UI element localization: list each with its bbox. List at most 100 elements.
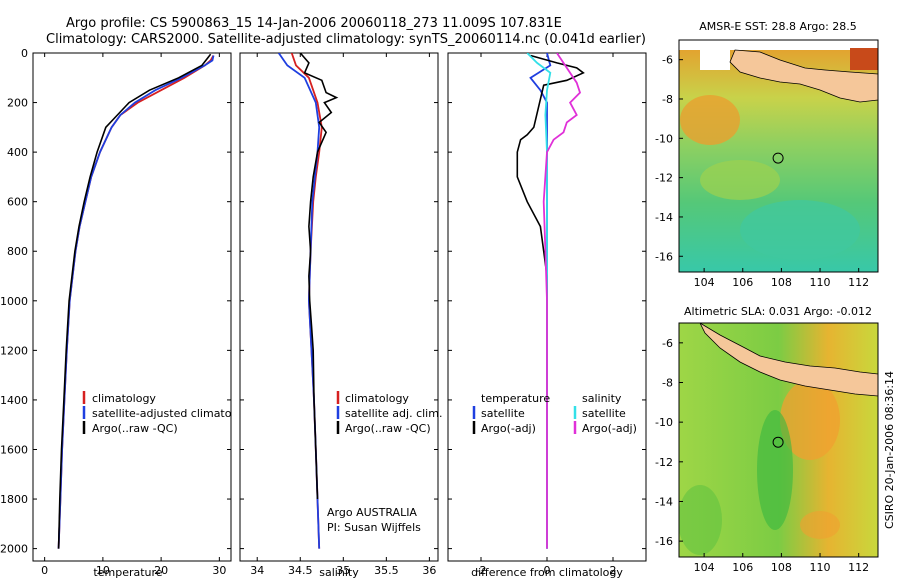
longitude-tick-label: 112 [848,276,869,289]
sla-longitude-tick-labels: 104 106 108 110 112 [694,553,869,574]
temperature-legend: climatology satellite-adjusted climatolo… [82,391,255,435]
sla-low-patch [757,410,793,530]
legend-header-salinity: salinity [582,392,622,405]
java-landmass [699,323,878,397]
sst-warm-patch [680,95,740,145]
sst-missing-data [700,50,730,70]
y-tick-label: 1000 [0,295,28,308]
sla-map-panel: Altimetric SLA: 0.031 Argo: -0.012 104 10… [655,305,879,574]
y-tick-label: 600 [7,196,28,209]
series-line-argo-raw-qc- [57,53,212,549]
sst-missing-data [679,40,878,50]
legend-header-temperature: temperature [481,392,550,405]
y-tick-label: 200 [7,97,28,110]
longitude-tick-label: 104 [694,276,715,289]
latitude-tick-label: -6 [662,54,673,67]
x-tick-label: 35 [336,564,350,577]
longitude-tick-label: 108 [771,561,792,574]
legend-label-satellite: satellite adj. clim. [345,407,442,420]
x-tick-label: 36 [422,564,436,577]
salinity-panel: 34 34.5 35 35.5 36 salinity climatology sate… [239,52,442,579]
legend-label-climatology: climatology [345,392,409,405]
x-tick-label: 34 [250,564,264,577]
salinity-series [277,53,339,549]
latitude-tick-label: -16 [655,250,673,263]
float-pi-label: PI: Susan Wijffels [327,521,421,534]
sla-latitude-tick-labels: -6 -8 -10 -12 -14 -16 [655,337,683,548]
sla-map-frame [678,322,879,558]
salinity-legend: climatology satellite adj. clim. Argo(..… [327,391,442,534]
sst-map-panel: AMSR-E SST: 28.8 Argo: 28.5 104 106 108 110… [655,20,879,289]
x-tick-label: 10 [96,564,110,577]
legend-label-temp-argo: Argo(-adj) [481,422,536,435]
sst-map-frame [678,39,879,273]
latitude-tick-label: -8 [662,376,673,389]
sla-high-patch [780,380,840,460]
latitude-tick-label: -14 [655,211,673,224]
x-tick-label: 0 [41,564,48,577]
sla-low-patch [679,485,722,555]
difference-legend: temperature satellite Argo(-adj) salinit… [472,392,637,435]
x-tick-label: 35.5 [374,564,399,577]
temperature-plot-frame [32,52,232,562]
latitude-tick-label: -14 [655,495,673,508]
y-tick-label: 0 [21,47,28,60]
sla-map-title: Altimetric SLA: 0.031 Argo: -0.012 [684,305,872,318]
sst-map-image [679,40,878,272]
temperature-tick-labels: 0 10 20 30 [33,52,231,577]
difference-series [516,53,585,549]
legend-label-sal-satellite: satellite [582,407,626,420]
longitude-tick-label: 110 [810,276,831,289]
x-tick-label: 34.5 [288,564,313,577]
legend-label-argo: Argo(..raw -QC) [92,422,178,435]
difference-axis-label: difference from climatology [471,566,623,579]
longitude-tick-label: 106 [732,276,753,289]
depth-tick-labels: 0 200 400 600 800 1000 1200 1400 1600 1800 2000 [0,47,28,556]
y-tick-label: 1600 [0,443,28,456]
temperature-axis-label: temperature [93,566,162,579]
legend-label-sal-argo: Argo(-adj) [582,422,637,435]
y-tick-label: 1400 [0,394,28,407]
x-tick-label: 0 [544,564,551,577]
float-owner-label: Argo AUSTRALIA [327,506,417,519]
x-tick-label: 2 [610,564,617,577]
y-tick-label: 2000 [0,543,28,556]
latitude-tick-label: -10 [655,132,673,145]
sst-latitude-tick-labels: -6 -8 -10 -12 -14 -16 [655,54,683,263]
y-tick-label: 1800 [0,493,28,506]
difference-tick-labels: -2 0 2 [448,52,646,577]
latitude-tick-label: -16 [655,535,673,548]
legend-label-argo: Argo(..raw -QC) [345,422,431,435]
series-line-salinity-argo-adj- [542,53,582,549]
legend-label-temp-satellite: satellite [481,407,525,420]
latitude-tick-label: -8 [662,93,673,106]
figure-title-line2: Climatology: CARS2000. Satellite-adjuste… [46,32,646,47]
argo-float-marker [772,152,784,164]
x-tick-label: 30 [212,564,226,577]
longitude-tick-label: 108 [771,276,792,289]
longitude-tick-label: 112 [848,561,869,574]
legend-label-satellite: satellite-adjusted climatology [92,407,255,420]
latitude-tick-label: -12 [655,456,673,469]
latitude-tick-label: -12 [655,172,673,185]
sst-map-title: AMSR-E SST: 28.8 Argo: 28.5 [699,20,857,33]
salinity-axis-label: salinity [319,566,359,579]
y-tick-label: 1200 [0,344,28,357]
latitude-tick-label: -10 [655,416,673,429]
x-tick-label: -2 [476,564,487,577]
temperature-panel: 0 200 400 600 800 1000 1200 1400 1600 1800 2000 0 1… [0,47,255,579]
temperature-series [57,53,215,549]
sla-map-image [679,323,878,557]
salinity-plot-frame [239,52,439,562]
series-line-argo-raw-qc- [299,53,339,500]
longitude-tick-label: 104 [694,561,715,574]
y-tick-label: 400 [7,146,28,159]
difference-panel: -2 0 2 difference from climatology tempera… [447,52,647,579]
longitude-tick-label: 110 [810,561,831,574]
longitude-tick-label: 106 [732,561,753,574]
sst-longitude-tick-labels: 104 106 108 110 112 [694,268,869,289]
java-landmass [729,49,878,103]
sst-cool-patch [740,200,860,260]
